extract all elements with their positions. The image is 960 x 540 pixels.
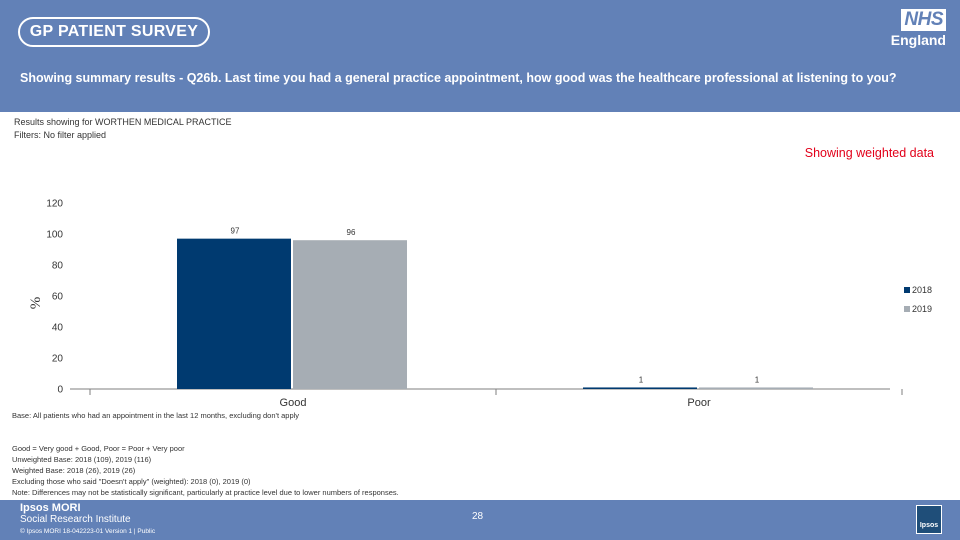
header-banner: GP PATIENT SURVEY NHS England Showing su… [0, 0, 960, 112]
nhs-england-logo: NHS England [888, 9, 946, 49]
note-line: Note: Differences may not be statistical… [12, 488, 399, 497]
legend-swatch-2018 [904, 287, 910, 293]
chart-notes: Base: All patients who had an appointmen… [12, 410, 399, 498]
bar-2019-poor [699, 387, 813, 389]
data-label: 1 [639, 375, 644, 384]
note-line: Weighted Base: 2018 (26), 2019 (26) [12, 466, 136, 475]
weighted-data-label: Showing weighted data [804, 146, 934, 160]
note-line: Good = Very good + Good, Poor = Poor + V… [12, 444, 185, 453]
bar-chart: 0 20 40 60 80 100 120% 97 96 Good 1 1 Poor 2018 2019 [28, 199, 932, 410]
footer-banner: Ipsos MORI Social Research Institute © I… [0, 500, 960, 540]
bar-2018-poor [583, 387, 697, 389]
data-label: 97 [231, 227, 240, 236]
nhs-logo-mark: NHS [901, 9, 946, 31]
y-tick-label: 0 [57, 385, 63, 396]
ipsos-badge-icon: Ipsos [916, 505, 942, 534]
legend-label: 2019 [912, 304, 932, 314]
bar-2019-good [293, 240, 407, 389]
nhs-region-label: England [890, 32, 946, 48]
data-label: 96 [347, 228, 356, 237]
results-for-label: Results showing for WORTHEN MEDICAL PRAC… [14, 117, 232, 127]
legend-swatch-2019 [904, 306, 910, 312]
copyright-label: © Ipsos MORI 18-042223-01 Version 1 | Pu… [20, 528, 156, 535]
y-tick-label: 100 [46, 230, 63, 241]
ipsos-mori-logo: Ipsos MORI [20, 502, 81, 514]
y-tick-label: 120 [46, 199, 63, 210]
y-tick-label: 80 [52, 261, 64, 272]
x-category-label: Poor [687, 397, 711, 409]
note-line: Unweighted Base: 2018 (109), 2019 (116) [12, 455, 152, 464]
bar-2018-good [177, 238, 291, 389]
gp-patient-survey-logo: GP PATIENT SURVEY [18, 17, 210, 47]
x-category-label: Good [280, 397, 307, 409]
base-note: Base: All patients who had an appointmen… [12, 411, 300, 420]
y-axis-label: % [28, 297, 44, 310]
question-title: Showing summary results - Q26b. Last tim… [20, 71, 897, 85]
division-label: Social Research Institute [20, 514, 131, 525]
y-tick-label: 40 [52, 323, 64, 334]
filters-label: Filters: No filter applied [14, 130, 107, 140]
data-label: 1 [755, 375, 760, 384]
legend-label: 2018 [912, 285, 932, 295]
page-number: 28 [472, 511, 484, 522]
y-tick-label: 60 [52, 292, 64, 303]
note-line: Excluding those who said "Doesn't apply"… [12, 477, 251, 486]
y-tick-label: 20 [52, 354, 64, 365]
results-meta: Results showing for WORTHEN MEDICAL PRAC… [14, 116, 232, 142]
